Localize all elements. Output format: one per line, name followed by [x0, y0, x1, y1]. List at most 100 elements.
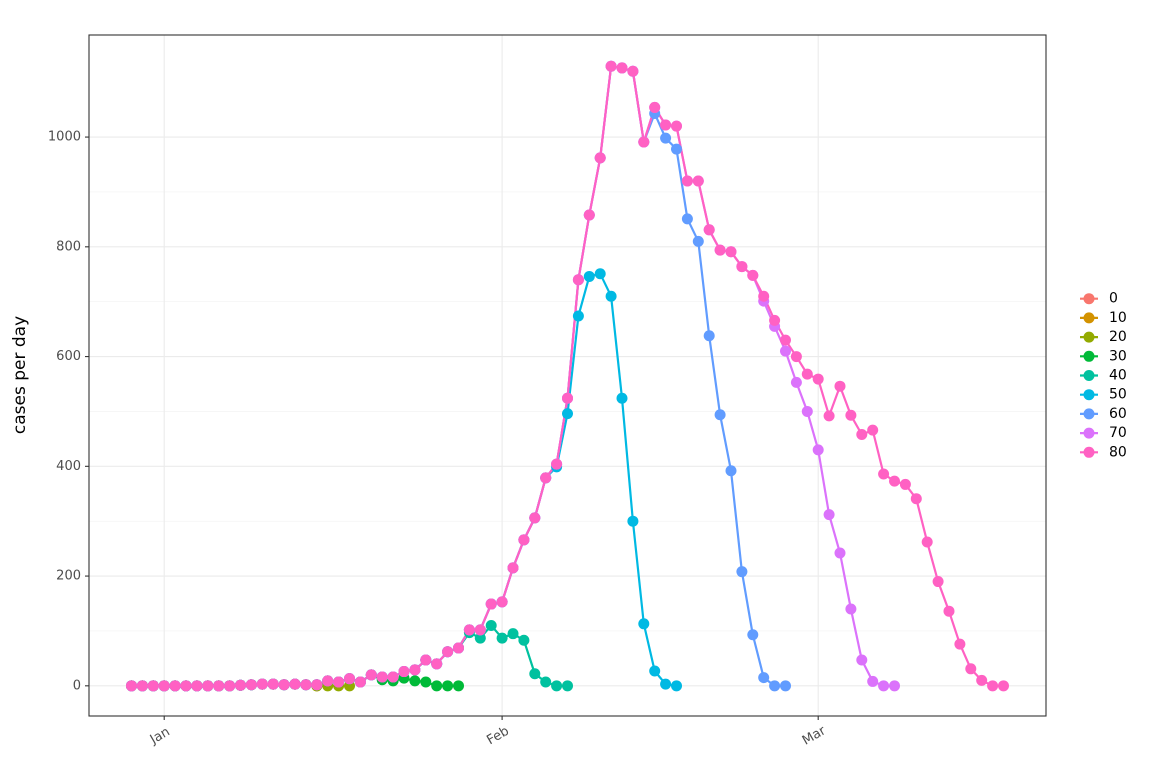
data-point [289, 678, 301, 690]
data-point [442, 680, 454, 692]
data-point [442, 646, 454, 658]
data-point [812, 444, 824, 456]
data-point [965, 663, 977, 675]
data-point [311, 679, 323, 691]
data-point [409, 675, 421, 687]
data-point [594, 152, 606, 164]
data-point [638, 136, 650, 148]
plot-border [88, 34, 1047, 717]
legend-label: 70 [1109, 425, 1127, 441]
data-point [213, 680, 225, 692]
data-point [333, 676, 345, 688]
data-point [801, 405, 813, 417]
data-point [518, 534, 530, 546]
data-point [529, 512, 541, 524]
data-point [976, 674, 988, 686]
data-point [649, 101, 661, 113]
legend-key [1083, 312, 1095, 324]
y-tick-label: 0 [73, 678, 81, 693]
data-point [725, 246, 737, 258]
data-point [562, 392, 573, 404]
data-point [616, 392, 628, 404]
data-point [681, 175, 693, 187]
data-point [769, 680, 781, 692]
data-point [420, 654, 432, 666]
data-point [540, 676, 552, 688]
data-point [453, 642, 465, 654]
data-point [997, 680, 1009, 692]
data-point [256, 678, 268, 690]
data-point [191, 680, 203, 692]
legend-key [1083, 350, 1095, 362]
data-point [126, 680, 138, 692]
data-point [562, 408, 573, 420]
data-point [703, 224, 715, 236]
data-point [725, 465, 737, 477]
data-point [267, 678, 279, 690]
data-point [660, 132, 672, 144]
data-point [202, 680, 214, 692]
legend-key [1083, 331, 1095, 343]
data-point [463, 624, 475, 636]
data-point [627, 65, 639, 77]
y-tick-label: 800 [56, 239, 81, 254]
data-point [572, 274, 584, 286]
y-tick-label: 1000 [48, 130, 81, 145]
data-point [801, 368, 813, 380]
data-point [507, 562, 519, 574]
data-point [365, 669, 377, 681]
data-point [856, 654, 868, 666]
data-point [344, 673, 356, 685]
legend-label: 50 [1109, 387, 1127, 403]
data-point [758, 672, 770, 684]
data-point [758, 290, 770, 302]
data-point [692, 175, 704, 187]
data-point [147, 680, 159, 692]
data-point [692, 235, 704, 247]
data-point [420, 676, 432, 688]
legend-label: 40 [1109, 368, 1127, 384]
data-point [616, 62, 628, 74]
legend-key [1083, 446, 1095, 458]
data-point [562, 680, 573, 692]
data-point [910, 493, 922, 505]
data-point [747, 629, 759, 641]
data-point [551, 680, 563, 692]
data-point [158, 680, 170, 692]
legend-label: 30 [1109, 348, 1127, 364]
data-point [485, 598, 497, 610]
legend-key [1083, 389, 1095, 401]
data-point [605, 290, 617, 302]
data-point [431, 680, 443, 692]
legend-key [1083, 293, 1095, 305]
data-point [670, 143, 682, 155]
data-point [245, 679, 257, 691]
data-point [431, 658, 443, 670]
data-point [507, 628, 519, 640]
data-point [987, 680, 999, 692]
data-point [670, 120, 682, 132]
data-point [845, 409, 857, 421]
data-point [943, 605, 955, 617]
data-point [649, 665, 661, 677]
data-point [823, 410, 835, 422]
data-point [354, 676, 366, 688]
data-point [627, 515, 639, 527]
data-point [845, 603, 857, 615]
data-point [736, 261, 748, 273]
y-axis-title: cases per day [10, 316, 30, 434]
data-point [867, 675, 879, 687]
y-tick-label: 400 [56, 459, 81, 474]
data-point [747, 269, 759, 281]
data-point [453, 680, 465, 692]
data-point [376, 671, 388, 683]
data-point [736, 566, 748, 578]
data-point [474, 624, 486, 636]
legend-key [1083, 370, 1095, 381]
data-point [540, 472, 552, 484]
data-point [387, 671, 399, 683]
data-point [529, 668, 541, 680]
data-point [899, 478, 911, 490]
data-point [136, 680, 148, 692]
data-point [496, 596, 508, 608]
